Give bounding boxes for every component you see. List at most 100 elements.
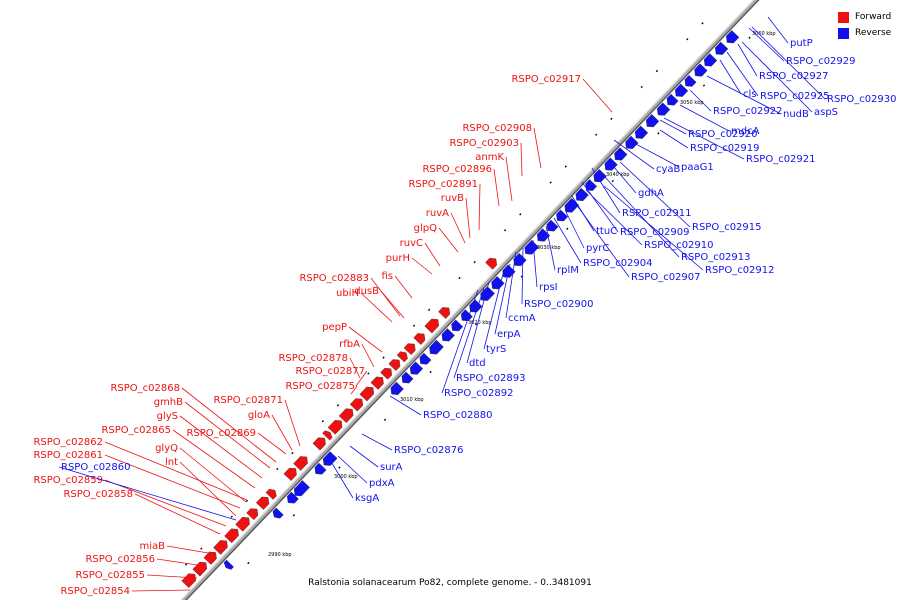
reverse-label: tyrS [486, 344, 506, 355]
reverse-label: pyrC [586, 243, 609, 254]
marker-16 [412, 324, 416, 327]
reverse-gene-35 [674, 83, 689, 97]
forward-gene-14 [327, 420, 343, 435]
reverse-leader [741, 41, 813, 113]
forward-leader [582, 78, 613, 113]
marker-19 [458, 276, 461, 280]
reverse-label: ttuC [596, 226, 617, 237]
marker-7 [276, 467, 279, 471]
reverse-gene-5 [314, 462, 327, 475]
reverse-leader [466, 281, 490, 364]
forward-leader [465, 197, 471, 239]
reverse-gene-32 [645, 114, 660, 128]
forward-label: gloA [248, 410, 270, 421]
reverse-label: RSPO_c02904 [583, 258, 653, 269]
forward-leader [350, 385, 358, 395]
reverse-label: ksgA [355, 493, 379, 504]
reverse-label: rplM [557, 265, 579, 276]
reverse-leader [494, 263, 511, 335]
reverse-gene-12 [441, 328, 455, 342]
forward-leader [361, 343, 375, 368]
reverse-label: RSPO_c02892 [444, 388, 514, 399]
forward-label: RSPO_c02908 [462, 123, 532, 134]
forward-label: pepP [322, 322, 347, 333]
forward-label: RSPO_c02859 [33, 475, 103, 486]
forward-label: glpQ [414, 223, 437, 234]
forward-leader [348, 326, 383, 353]
reverse-leader [663, 117, 745, 160]
forward-label: RSPO_c02854 [60, 586, 130, 597]
reverse-leader [719, 59, 742, 95]
reverse-leader [607, 159, 637, 194]
forward-label: RSPO_c02862 [33, 437, 103, 448]
reverse-label: RSPO_c02929 [786, 56, 856, 67]
reverse-leader [389, 395, 422, 416]
reverse-leader [545, 225, 556, 271]
marker-14 [382, 356, 385, 359]
forward-gene-13 [322, 430, 333, 441]
forward-gene-16 [349, 398, 364, 412]
forward-leader [271, 414, 293, 451]
reverse-leader [329, 459, 354, 499]
marker-34 [686, 38, 689, 41]
forward-label: purH [386, 253, 410, 264]
reverse-leader [613, 139, 655, 170]
forward-label: RSPO_c02855 [75, 570, 145, 581]
marker-29 [610, 117, 613, 120]
forward-leader [179, 461, 237, 517]
marker-26 [564, 165, 567, 168]
forward-leader [360, 292, 393, 323]
forward-leader [104, 454, 241, 509]
forward-gene-22 [403, 343, 416, 356]
reverse-label: pdxA [369, 478, 395, 489]
reverse-leader [619, 161, 691, 228]
tick-label: 3020 kbp [468, 320, 492, 326]
marker-11 [336, 404, 340, 407]
reverse-label: erpA [497, 329, 521, 340]
forward-leader [172, 429, 256, 489]
reverse-label: RSPO_c02930 [827, 94, 897, 105]
reverse-label: surA [380, 462, 403, 473]
reverse-label: RSPO_c02860 [61, 462, 131, 473]
marker-32 [655, 69, 659, 73]
reverse-leader [591, 167, 621, 214]
reverse-label: cyaB [656, 164, 681, 175]
forward-label: dusB [354, 286, 379, 297]
marker-17 [428, 308, 431, 311]
reverse-label: RSPO_c02913 [681, 252, 751, 263]
forward-label: RSPO_c02878 [278, 353, 348, 364]
backbone [180, 0, 758, 600]
forward-leader [181, 387, 277, 463]
forward-gene-18 [370, 376, 384, 390]
forward-gene-6 [235, 516, 250, 532]
reverse-label: nudB [783, 109, 809, 120]
forward-gene-20 [388, 359, 401, 371]
reverse-leader [603, 175, 680, 258]
reverse-label: ccmA [508, 313, 536, 324]
forward-gene-24 [424, 318, 440, 334]
reverse-leader [748, 27, 785, 62]
reverse-leader [659, 129, 689, 149]
reverse-leader [361, 433, 393, 451]
reverse-label: RSPO_c02912 [705, 265, 775, 276]
reverse-gene-25 [575, 187, 589, 202]
forward-label: RSPO_c02875 [285, 381, 355, 392]
marker-13 [367, 372, 370, 375]
reverse-label: mdcA [731, 126, 760, 137]
forward-leader [411, 257, 433, 275]
reverse-leader [737, 43, 758, 77]
legend: Forward Reverse [838, 9, 891, 41]
forward-swatch [838, 11, 849, 23]
reverse-leader [585, 189, 643, 246]
marker-31 [640, 85, 643, 89]
reverse-gene-20 [524, 239, 540, 255]
forward-gene-3 [203, 551, 217, 565]
genome-caption: Ralstonia solanacearum Po82, complete ge… [308, 578, 592, 588]
tick-label: 3010 kbp [400, 397, 424, 403]
marker-2 [200, 547, 203, 550]
forward-leader [394, 275, 413, 299]
reverse-label: RSPO_c02900 [524, 299, 594, 310]
reverse-label: rpsI [539, 282, 558, 293]
reverse-label: RSPO_c02880 [423, 410, 493, 421]
